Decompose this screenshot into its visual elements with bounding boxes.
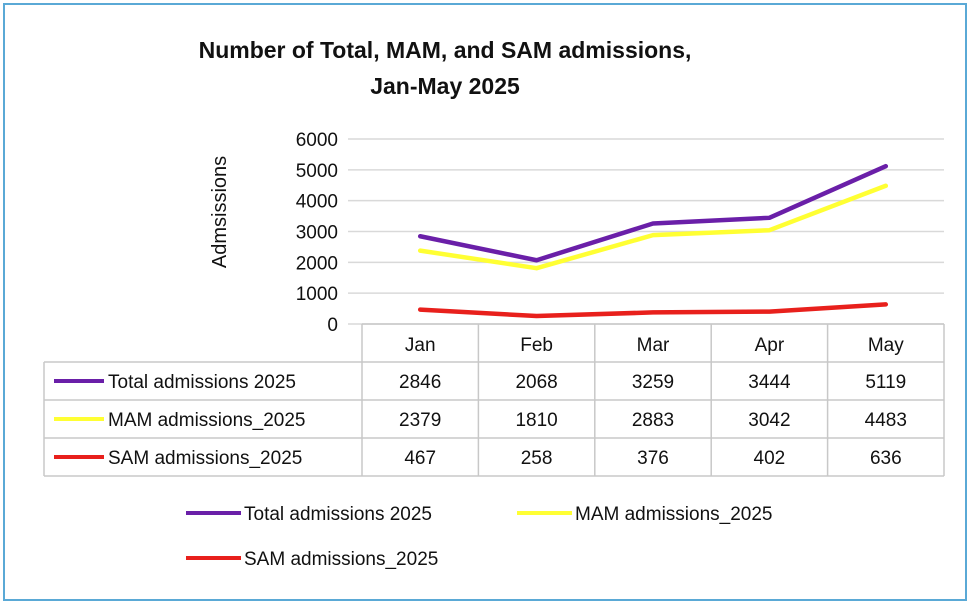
table-cell-value: 402 (754, 448, 786, 469)
table-cell-value: 3042 (748, 410, 790, 431)
y-axis-label: Admsissions (209, 156, 231, 268)
y-tick-labels: 0 1000 2000 3000 4000 5000 6000 (296, 130, 338, 336)
chart-title: Number of Total, MAM, and SAM admissions… (0, 32, 890, 104)
x-tick-label: Feb (520, 335, 553, 356)
table-cell-value: 4483 (865, 410, 907, 431)
table-series-name: SAM admissions_2025 (108, 448, 302, 469)
table-cell-value: 2846 (399, 372, 441, 393)
y-tick-label: 6000 (296, 130, 338, 151)
x-tick-label: Mar (637, 335, 670, 356)
series-line (417, 183, 889, 271)
series-line (417, 163, 889, 263)
series-lines (417, 163, 889, 319)
legend-label: SAM admissions_2025 (244, 549, 438, 570)
table-cell-value: 3444 (748, 372, 791, 393)
table-cell-value: 376 (637, 448, 669, 469)
chart-title-line-2: Jan-May 2025 (370, 73, 520, 99)
series-line (417, 302, 889, 319)
y-tick-label: 1000 (296, 284, 338, 305)
y-tick-label: 2000 (296, 253, 338, 274)
table-cell-value: 467 (404, 448, 436, 469)
table-cell-value: 3259 (632, 372, 674, 393)
table-series-name: MAM admissions_2025 (108, 410, 305, 431)
y-tick-label: 0 (327, 315, 338, 336)
x-tick-label: May (868, 335, 904, 356)
chart-title-line-1: Number of Total, MAM, and SAM admissions… (198, 37, 692, 63)
legend-label: MAM admissions_2025 (575, 504, 772, 525)
table-cell-value: 258 (521, 448, 553, 469)
table-cell-value: 2379 (399, 410, 441, 431)
table-cell-value: 636 (870, 448, 902, 469)
y-tick-label: 3000 (296, 223, 338, 244)
table-cell-value: 2068 (515, 372, 557, 393)
gridlines (348, 138, 944, 325)
y-tick-label: 5000 (296, 161, 338, 182)
chart-frame (3, 3, 967, 601)
table-cell-value: 1810 (515, 410, 557, 431)
y-tick-label: 4000 (296, 192, 338, 213)
x-tick-label: Jan (405, 335, 436, 356)
x-tick-label: Apr (755, 335, 785, 356)
table-cell-value: 2883 (632, 410, 674, 431)
data-table: Jan Feb Mar Apr May Total admissions 2025 2846… (43, 323, 945, 477)
table-cell-value: 5119 (865, 372, 906, 393)
legend: Total admissions 2025 MAM admissions_2025… (186, 504, 772, 570)
legend-label: Total admissions 2025 (244, 504, 432, 525)
table-series-name: Total admissions 2025 (108, 372, 296, 393)
